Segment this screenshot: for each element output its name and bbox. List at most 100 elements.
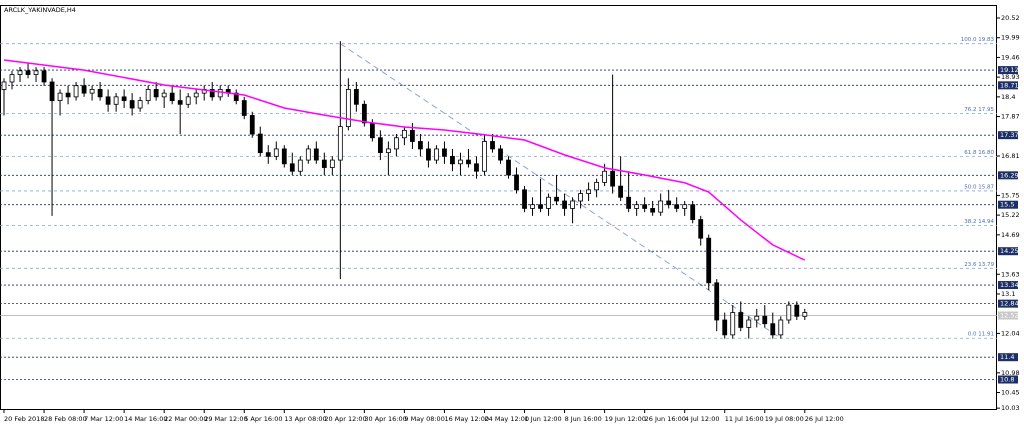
x-tick-label: 11 Jul 16:00 <box>725 415 764 423</box>
candle-body <box>554 196 559 202</box>
candle-body <box>9 74 15 83</box>
x-tick-label: 19 Jul 08:00 <box>765 415 804 423</box>
level-label: 13.34 <box>1000 281 1019 289</box>
candle-body <box>233 92 239 101</box>
x-tick-label: 19 Jun 12:00 <box>605 415 646 423</box>
y-tick-label: 12.04 <box>1001 329 1020 337</box>
candle-body <box>185 96 191 105</box>
candle-body <box>297 159 303 172</box>
candle-body <box>289 163 295 172</box>
x-tick-label: 26 Jun 16:00 <box>645 415 686 423</box>
candle-body <box>578 193 583 202</box>
level-label: 14.25 <box>1000 247 1019 255</box>
level-tag <box>998 299 1018 308</box>
y-tick-label: 10.98 <box>1001 369 1020 377</box>
candle-body <box>770 323 776 336</box>
y-tick-label: 10.45 <box>1001 389 1020 397</box>
candle-body <box>794 304 800 317</box>
candle-body <box>217 89 223 98</box>
candle-body <box>570 200 575 209</box>
candle-body <box>153 89 159 98</box>
x-tick-label: 13 Apr 08:00 <box>284 415 326 423</box>
candle-body <box>113 96 119 105</box>
x-tick-label: 24 May 12:00 <box>484 415 529 423</box>
candle-body <box>618 185 624 198</box>
candle-body <box>466 159 471 165</box>
x-tick-label: 20 Apr 12:00 <box>324 415 366 423</box>
candle-body <box>562 200 567 209</box>
x-tick-label: 22 Mar 00:00 <box>164 415 207 423</box>
candle-body <box>682 204 688 209</box>
candle-body <box>377 137 383 154</box>
candle-body <box>714 282 720 321</box>
candle-body <box>161 92 167 98</box>
y-tick-label: 13.63 <box>1001 270 1020 278</box>
level-tag <box>998 81 1018 90</box>
current-price-label: 12.52 <box>1000 312 1019 320</box>
fib-label: 61.8 16.80 <box>964 150 994 156</box>
candle-body <box>305 148 311 161</box>
candle-body <box>145 89 151 101</box>
candle-body <box>321 159 327 168</box>
candle-body <box>402 129 407 139</box>
y-tick-label: 14.69 <box>1001 231 1020 239</box>
candle-body <box>249 115 255 135</box>
candle-body <box>313 148 319 161</box>
candle-body <box>369 122 375 139</box>
level-tag <box>998 281 1018 290</box>
candle-body <box>458 159 463 165</box>
candle-body <box>722 319 728 336</box>
candle-body <box>450 155 455 165</box>
x-tick-label: 5 Apr 16:00 <box>244 415 282 423</box>
candle-body <box>490 141 495 150</box>
candle-body <box>666 200 672 206</box>
x-tick-label: 14 Mar 16:00 <box>124 415 167 423</box>
candle-body <box>410 129 415 142</box>
candle-body <box>73 85 79 98</box>
fib-label: 76.2 17.95 <box>964 107 994 113</box>
level-label: 12.84 <box>1000 300 1019 308</box>
candle-body <box>730 312 736 336</box>
candle-body <box>97 89 103 98</box>
fib-trend-line <box>340 43 782 339</box>
candle-body <box>498 148 503 161</box>
candle-body <box>137 100 143 109</box>
y-tick-label: 15.22 <box>1001 211 1020 219</box>
y-tick-label: 15.75 <box>1001 191 1020 199</box>
candle-body <box>538 204 543 209</box>
x-tick-label: 29 Mar 12:00 <box>204 415 247 423</box>
candle-body <box>329 159 335 168</box>
candle-body <box>177 100 183 105</box>
candle-body <box>418 141 423 150</box>
candle-body <box>754 315 760 321</box>
candle-body <box>426 148 431 161</box>
level-label: 15.5 <box>1000 201 1014 209</box>
candle-body <box>658 200 664 213</box>
candle-body <box>65 92 71 98</box>
fib-label: 38.2 14.94 <box>964 219 994 225</box>
plot-frame <box>0 5 997 410</box>
level-tag <box>998 200 1018 209</box>
fib-label: 23.6 13.79 <box>964 262 994 268</box>
level-label: 10.8 <box>1000 376 1014 384</box>
level-tag <box>998 247 1018 256</box>
x-tick-label: 9 May 08:00 <box>404 415 444 423</box>
candle-body <box>241 100 247 116</box>
candle-body <box>594 181 599 191</box>
candle-body <box>642 204 648 209</box>
candle-body <box>193 92 199 98</box>
y-tick-label: 10.03 <box>1001 404 1020 412</box>
candle-body <box>361 103 367 124</box>
candle-body <box>474 163 479 172</box>
candle-body <box>778 319 784 336</box>
candle-body <box>674 204 680 209</box>
candle-body <box>762 315 768 325</box>
level-label: 11.4 <box>1000 353 1014 361</box>
y-tick-label: 18.4 <box>1001 93 1015 101</box>
candle-body <box>25 70 31 75</box>
moving-average <box>3 59 806 261</box>
level-tag <box>998 375 1018 384</box>
current-price-tag <box>998 311 1018 320</box>
candle-body <box>634 204 640 209</box>
